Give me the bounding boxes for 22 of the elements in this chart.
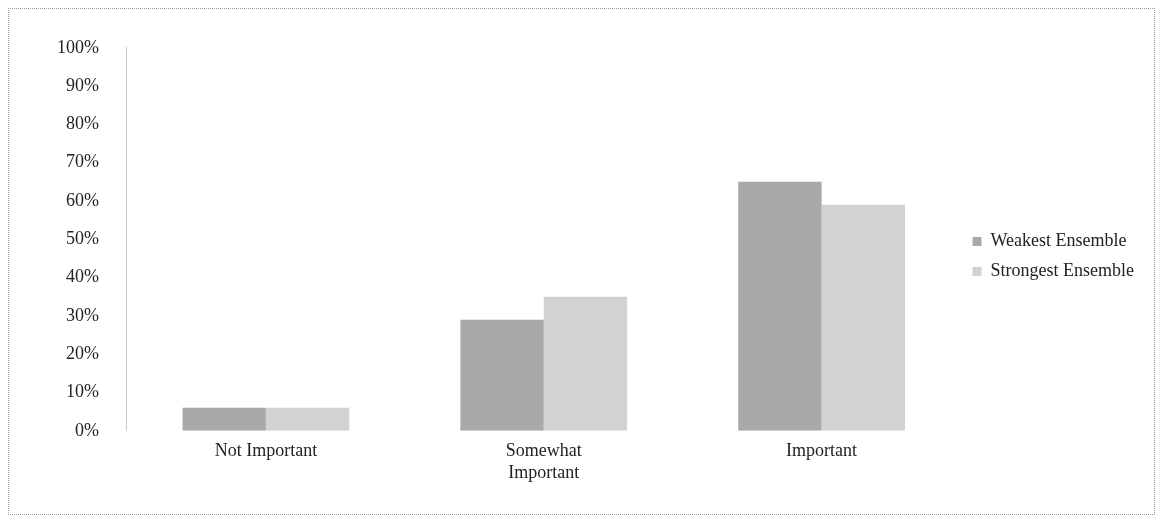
- y-tick-label: 100%: [56, 36, 99, 57]
- legend-label: Strongest Ensemble: [990, 260, 1135, 281]
- legend-label: Weakest Ensemble: [990, 230, 1127, 251]
- y-tick-label: 10%: [65, 381, 99, 402]
- x-tick-label: Somewhat Important: [505, 440, 582, 482]
- y-tick-label: 40%: [65, 266, 99, 287]
- y-tick-label: 50%: [65, 228, 99, 249]
- y-tick-label: 80%: [65, 113, 99, 134]
- y-tick-label: 30%: [65, 304, 99, 325]
- y-tick-label: 90%: [65, 74, 99, 95]
- bar: [738, 181, 822, 431]
- bar: [543, 296, 628, 431]
- y-tick-label: 20%: [65, 342, 99, 363]
- x-tick-label: Not Important: [214, 440, 318, 461]
- y-tick-label: 0%: [74, 419, 99, 440]
- y-tick-label: 60%: [65, 189, 99, 210]
- bar: [460, 319, 544, 431]
- bar: [265, 407, 350, 431]
- x-tick-label: Important: [786, 440, 858, 461]
- bar: [821, 204, 905, 431]
- bar: [182, 407, 266, 431]
- y-tick-label: 70%: [65, 151, 99, 172]
